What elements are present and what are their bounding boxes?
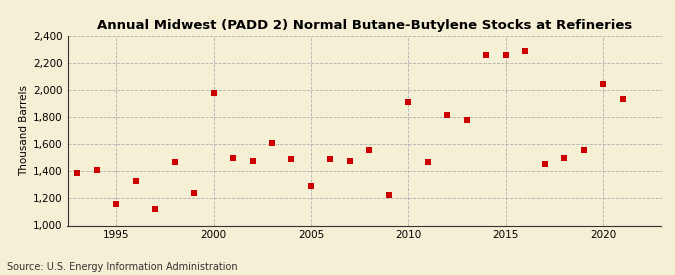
Point [111,202,122,206]
Point [189,191,200,195]
Title: Annual Midwest (PADD 2) Normal Butane-Butylene Stocks at Refineries: Annual Midwest (PADD 2) Normal Butane-Bu… [97,19,632,32]
Point [150,207,161,211]
Point [286,157,297,161]
Point [169,160,180,165]
Point [227,156,238,161]
Point [442,113,453,117]
Point [325,157,336,161]
Point [597,82,608,86]
Point [461,118,472,123]
Y-axis label: Thousand Barrels: Thousand Barrels [19,85,29,176]
Point [500,53,511,57]
Point [403,100,414,104]
Point [617,97,628,102]
Point [91,168,102,172]
Point [559,156,570,161]
Text: Source: U.S. Energy Information Administration: Source: U.S. Energy Information Administ… [7,262,238,272]
Point [520,49,531,54]
Point [383,193,394,197]
Point [208,91,219,95]
Point [481,53,491,57]
Point [130,178,141,183]
Point [578,148,589,152]
Point [72,171,82,175]
Point [344,159,355,163]
Point [247,159,258,163]
Point [364,147,375,152]
Point [539,162,550,166]
Point [306,183,317,188]
Point [423,160,433,165]
Point [267,141,277,145]
